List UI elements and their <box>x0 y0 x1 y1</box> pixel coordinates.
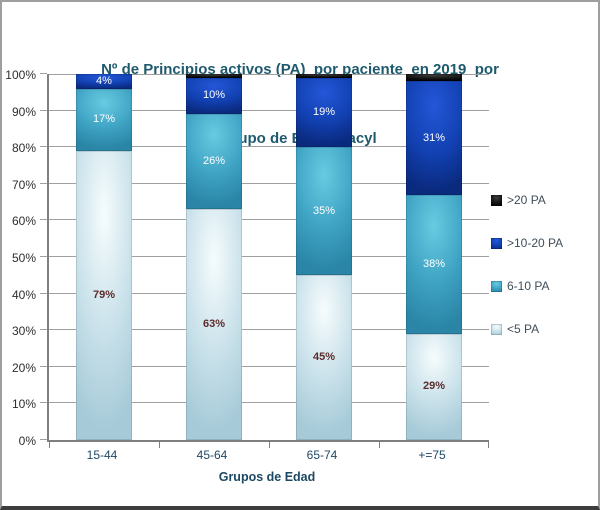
x-tick-mark <box>379 442 380 448</box>
segment-5-pa: 45% <box>296 275 352 440</box>
segment-value-label: 38% <box>422 257 446 270</box>
segment-value-label: 45% <box>312 351 336 364</box>
y-axis-tick-label: 80% <box>11 141 36 156</box>
y-axis-tick-label: 90% <box>11 104 36 119</box>
x-tick-mark <box>49 442 50 448</box>
y-tick-mark <box>40 439 47 440</box>
segment-value-label: 35% <box>312 204 336 217</box>
segment-10-20-pa: 31% <box>406 81 462 195</box>
gridline-50% <box>49 256 489 257</box>
segment-value-label: 29% <box>422 380 446 393</box>
gridline-20% <box>49 365 489 367</box>
segment-5-pa: 63% <box>186 209 242 440</box>
y-axis-tick-label: 0% <box>18 434 36 448</box>
y-axis-tick-label: 70% <box>11 177 36 192</box>
segment-value-label: 79% <box>92 288 116 301</box>
y-tick-mark <box>40 402 47 404</box>
y-tick-mark <box>40 109 47 111</box>
y-axis-tick-label: 60% <box>11 214 36 229</box>
y-tick-mark <box>40 146 47 148</box>
legend-item-10-20-pa: >10-20 PA <box>491 236 563 250</box>
gridline-40% <box>49 292 489 294</box>
segment-6-10-pa: 35% <box>296 147 352 276</box>
y-axis-tick-label: 20% <box>11 360 36 375</box>
y-tick-mark <box>40 365 47 367</box>
y-axis-tick-label: 10% <box>11 397 36 412</box>
category-label-15-44: 15-44 <box>86 448 118 462</box>
y-tick-mark <box>40 292 47 294</box>
y-axis-tick-label: 100% <box>5 68 36 82</box>
gridline-10% <box>49 402 489 404</box>
segment-5-pa: 79% <box>76 150 132 440</box>
segment-10-20-pa: 19% <box>296 77 352 148</box>
segment-5-pa: 29% <box>406 333 462 440</box>
legend-swatch-6-10-pa <box>491 280 502 292</box>
segment-value-label: 19% <box>312 105 336 118</box>
gridline-90% <box>49 109 489 111</box>
legend-swatch-10-20-pa <box>491 237 502 249</box>
x-tick-mark <box>488 442 489 448</box>
segment-6-10-pa: 17% <box>76 88 132 151</box>
y-axis-labels: 0% 10% 20% 30% 40% 50% 60% 70% 80% 90% 100% <box>2 68 40 448</box>
chart-title-line-1: Nº de Principios activos (PA) por pacien… <box>101 60 499 78</box>
legend-item-6-10-pa: 6-10 PA <box>491 279 563 293</box>
y-tick-mark <box>40 73 47 74</box>
category-label-65-74: 65-74 <box>306 448 338 462</box>
legend-swatch-5-pa <box>491 323 502 335</box>
y-axis-tick-label: 40% <box>11 287 36 302</box>
legend-item-20-pa: >20 PA <box>491 193 563 207</box>
segment-6-10-pa: 26% <box>186 114 242 210</box>
y-axis-tick-label: 30% <box>11 324 36 339</box>
segment-10-20-pa: 10% <box>186 77 242 115</box>
plot-area: 79% 17% 4% 63% 26% 10% 45% 35% 19% 29% 38% 31% <box>40 73 489 448</box>
segment-value-label: 10% <box>202 89 226 102</box>
segment-10-20-pa: 4% <box>76 74 132 89</box>
legend-label-6-10-pa: 6-10 PA <box>507 279 550 293</box>
gridline-30% <box>49 329 489 331</box>
segment-value-label: 26% <box>202 155 226 168</box>
segment-value-label: 17% <box>92 113 116 126</box>
category-label-45-64: 45-64 <box>196 448 228 462</box>
bar-65-74: 45% 35% 19% <box>296 74 352 440</box>
segment-value-label: 63% <box>202 318 226 331</box>
x-tick-mark <box>159 442 160 448</box>
bar-45-64: 63% 26% 10% <box>186 74 242 440</box>
gridline-60% <box>49 219 489 221</box>
y-tick-mark <box>40 219 47 221</box>
bar-15-44: 79% 17% 4% <box>76 74 132 440</box>
segment-6-10-pa: 38% <box>406 194 462 334</box>
x-axis-labels: 15-44 45-64 65-74 +=75 <box>47 448 487 462</box>
legend-label-5-pa: <5 PA <box>507 322 540 336</box>
bar-75: 29% 38% 31% <box>406 74 462 440</box>
legend-label-20-pa: >20 PA <box>507 193 546 207</box>
legend: >20 PA >10-20 PA 6-10 PA <5 PA <box>491 193 563 336</box>
gridline-80% <box>49 146 489 148</box>
segment-value-label: 31% <box>422 131 446 144</box>
x-axis-title: Grupos de Edad <box>218 470 316 484</box>
y-tick-mark <box>40 182 47 184</box>
legend-swatch-20-pa <box>491 194 502 206</box>
segment-20-pa <box>406 74 462 82</box>
legend-item-5-pa: <5 PA <box>491 322 563 336</box>
y-tick-mark <box>40 329 47 331</box>
category-label-75: +=75 <box>418 448 446 462</box>
gridline-100% <box>49 74 489 75</box>
x-tick-mark <box>269 442 270 448</box>
segment-20-pa <box>186 74 242 78</box>
y-axis-tick-label: 50% <box>11 251 36 265</box>
legend-label-10-20-pa: >10-20 PA <box>507 236 564 250</box>
y-tick-mark <box>40 256 47 257</box>
gridline-70% <box>49 182 489 184</box>
segment-value-label: 4% <box>96 74 112 87</box>
segment-20-pa <box>296 74 352 78</box>
